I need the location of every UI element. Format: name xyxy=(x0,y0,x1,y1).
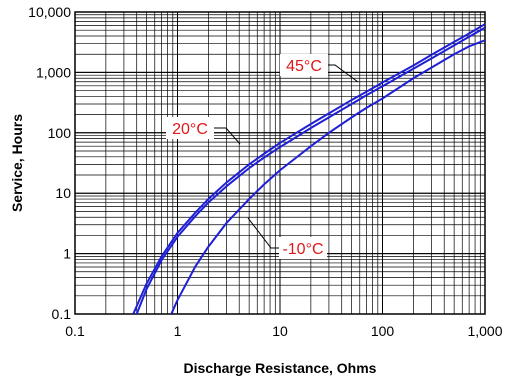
series-label-text: 20°C xyxy=(172,121,208,138)
y-tick-label: 100 xyxy=(48,125,72,141)
series-label-1: 20°C xyxy=(166,117,241,145)
y-tick-label: 0.1 xyxy=(52,306,72,322)
series-line-2 xyxy=(170,39,485,314)
series-label-layer: 45°C 20°C -10°C xyxy=(166,54,359,259)
x-tick-label: 100 xyxy=(371,323,395,339)
x-tick-labels: 0.1 1 10 100 1,000 xyxy=(65,323,502,339)
x-tick-label: 1,000 xyxy=(467,323,502,339)
series-label-0: 45°C xyxy=(280,54,359,83)
x-tick-label: 10 xyxy=(272,323,288,339)
label-background xyxy=(280,54,328,76)
series-line-1 xyxy=(135,26,485,314)
y-axis-title: Service, Hours xyxy=(9,114,25,212)
grid xyxy=(74,11,486,315)
label-leader-line xyxy=(328,64,359,83)
y-tick-label: 10,000 xyxy=(28,4,71,20)
label-leader-line xyxy=(247,217,279,249)
label-background xyxy=(166,117,214,139)
y-tick-labels: 0.1 1 10 100 1,000 10,000 xyxy=(28,4,71,322)
series-line-0 xyxy=(132,23,485,314)
y-tick-label: 1,000 xyxy=(36,64,71,80)
x-tick-label: 0.1 xyxy=(65,323,85,339)
series-label-text: 45°C xyxy=(286,58,322,75)
x-axis-title: Discharge Resistance, Ohms xyxy=(184,360,377,376)
y-tick-label: 10 xyxy=(55,185,71,201)
x-tick-label: 1 xyxy=(174,323,182,339)
series-label-text: -10°C xyxy=(282,241,323,258)
label-leader-line xyxy=(214,127,241,145)
plot-frame xyxy=(74,11,486,315)
y-tick-label: 1 xyxy=(63,246,71,262)
series-label-2: -10°C xyxy=(247,217,327,259)
series-layer xyxy=(132,23,485,314)
label-background xyxy=(279,237,327,259)
